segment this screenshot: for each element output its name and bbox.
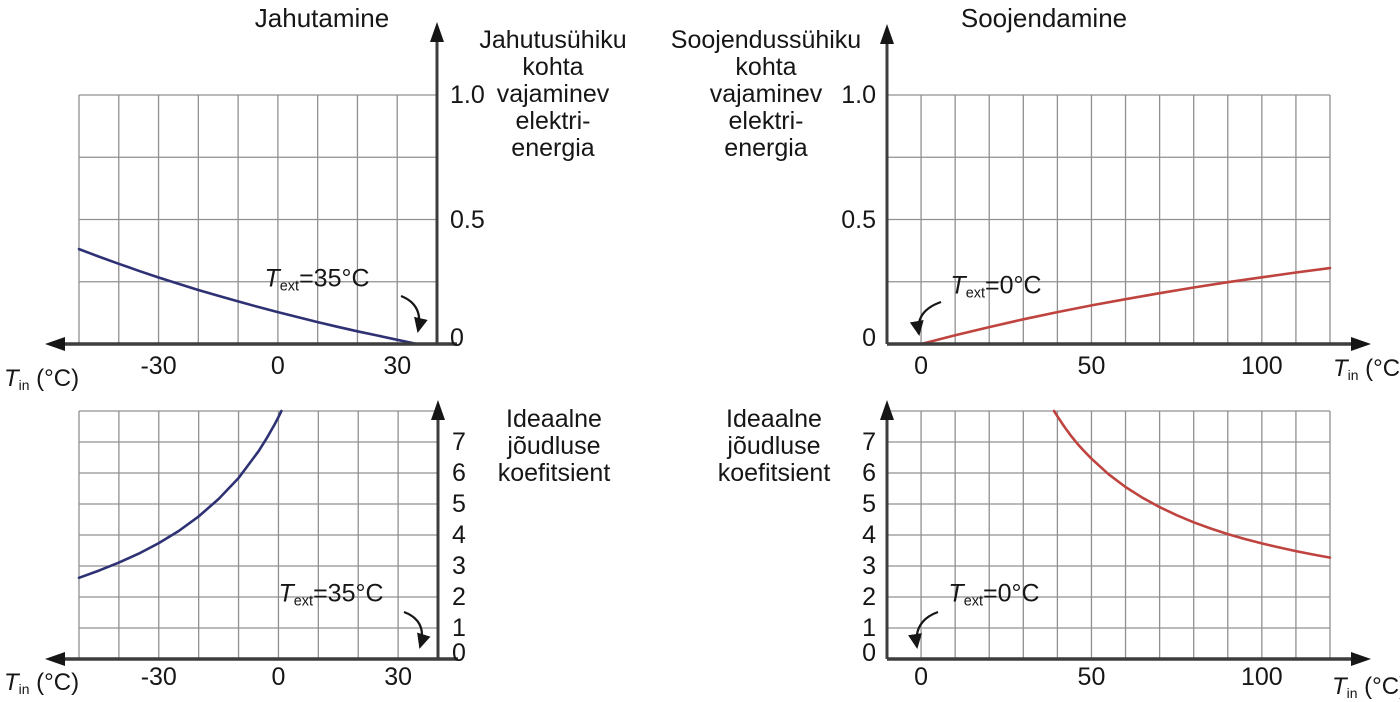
- axis-variable: T: [4, 365, 19, 392]
- heating-energy-y-axis-arrow-icon: [880, 24, 894, 44]
- heating-cop-ytick-6: 6: [862, 459, 876, 487]
- heating-energy-xtick-100: 100: [1240, 352, 1283, 380]
- heating-cop-ytick-4: 4: [862, 521, 876, 549]
- annotation-variable: T: [278, 579, 294, 608]
- cooling-cop-ytick-5: 5: [452, 490, 466, 518]
- cooling-energy-annotation-arrow-icon: [400, 294, 428, 333]
- heating-energy-annotation-arrow-icon: [909, 300, 942, 336]
- cooling-energy-xtick-30: 30: [383, 352, 412, 380]
- xaxis-label-heating-energy: Tin (°C): [1333, 356, 1400, 384]
- cooling-energy-ytick-0.5: 0.5: [450, 205, 485, 234]
- axis-unit: (°C): [29, 365, 80, 392]
- heating-cop-ytick-0: 0: [862, 639, 876, 667]
- cooling-energy-y-axis-arrow-icon: [430, 22, 444, 42]
- cooling-cop-ytick-0: 0: [452, 639, 466, 667]
- annotation-variable: T: [950, 271, 966, 300]
- cooling-cop-annotation-arrow-icon: [403, 610, 431, 649]
- annotation-heating-cop: Text=0°C: [948, 579, 1040, 612]
- annotation-subscript: ext: [293, 593, 314, 610]
- axis-variable: T: [1332, 673, 1347, 700]
- annotation-variable: T: [948, 579, 964, 608]
- heating-cop-ytick-1: 1: [862, 614, 876, 642]
- ylabel-cop-cooling: Ideaalne jõudluse koefitsient: [497, 405, 611, 487]
- xaxis-label-heating-cop: Tin (°C): [1332, 674, 1400, 702]
- ylabel-cop-heating: Ideaalne jõudluse koefitsient: [717, 405, 831, 487]
- axis-variable: T: [4, 669, 19, 696]
- annotation-subscript: ext: [965, 285, 986, 302]
- heating-cop-y-axis-arrow-icon: [880, 400, 894, 420]
- cooling-cop-xtick--30: -30: [140, 663, 177, 691]
- annotation-value: =35°C: [313, 579, 384, 608]
- axis-subscript: in: [18, 376, 30, 393]
- cooling-cop-y-axis-arrow-icon: [431, 400, 445, 420]
- ylabel-cooling-energy: Jahutusühiku kohta vajaminev elektri- en…: [479, 26, 627, 162]
- cooling-cop-ytick-1: 1: [452, 614, 466, 642]
- cooling-cop-xtick-30: 30: [384, 663, 413, 691]
- heating-cop-ytick-7: 7: [862, 428, 876, 456]
- cooling-cop-xtick-0: 0: [271, 663, 286, 691]
- axis-subscript: in: [1346, 684, 1358, 701]
- heating-cop-xtick-100: 100: [1240, 663, 1283, 691]
- axis-unit: (°C): [29, 669, 80, 696]
- cooling-energy-ytick-1.0: 1.0: [450, 81, 485, 109]
- cooling-cop-curve: [77, 409, 283, 580]
- cooling-cop-x-axis-arrow-icon: [45, 652, 65, 666]
- heating-energy-ytick-0: 0: [862, 324, 876, 352]
- axis-subscript: in: [18, 680, 30, 697]
- axis-unit: (°C): [1364, 673, 1400, 700]
- axis-unit: (°C): [1365, 355, 1400, 382]
- heating-energy-ytick-1.0: 1.0: [841, 81, 876, 109]
- annotation-value: =0°C: [983, 579, 1040, 608]
- annotation-cooling-energy: Text=35°C: [264, 264, 370, 297]
- heating-energy-xtick-0: 0: [914, 352, 929, 380]
- heating-energy-x-axis-arrow-icon: [1351, 337, 1371, 351]
- annotation-variable: T: [264, 264, 280, 293]
- heating-cop-ytick-3: 3: [862, 552, 876, 580]
- heating-energy-ytick-0.5: 0.5: [841, 205, 876, 234]
- cooling-energy-ytick-0: 0: [450, 324, 464, 352]
- axis-variable: T: [1333, 355, 1348, 382]
- heating-cop-ytick-2: 2: [862, 583, 876, 611]
- xaxis-label-cooling-energy: Tin (°C): [4, 366, 79, 394]
- cooling-energy-x-axis-arrow-icon: [45, 337, 65, 351]
- cooling-energy-xtick-0: 0: [270, 352, 285, 380]
- axis-subscript: in: [1347, 366, 1359, 383]
- annotation-subscript: ext: [963, 593, 984, 610]
- heating-cop-annotation-arrow-icon: [908, 610, 939, 649]
- cooling-cop-ytick-3: 3: [452, 552, 466, 580]
- title-soojendamine: Soojendamine: [960, 3, 1128, 33]
- heating-cop-x-axis-arrow-icon: [1351, 652, 1371, 666]
- heating-cop-xtick-50: 50: [1077, 663, 1106, 691]
- heating-energy-curve: [919, 266, 1332, 346]
- cooling-cop-ytick-7: 7: [452, 428, 466, 456]
- ylabel-heating-energy: Soojendussühiku kohta vajaminev elektri-…: [670, 26, 862, 162]
- heating-energy-xtick-50: 50: [1077, 352, 1106, 380]
- heating-cop-ytick-5: 5: [862, 490, 876, 518]
- annotation-value: =35°C: [299, 264, 370, 293]
- annotation-cooling-cop: Text=35°C: [278, 579, 384, 612]
- annotation-subscript: ext: [279, 278, 300, 295]
- annotation-value: =0°C: [985, 271, 1042, 300]
- xaxis-label-cooling-cop: Tin (°C): [4, 670, 79, 698]
- cooling-energy-curve: [77, 247, 419, 346]
- cooling-cop-ytick-6: 6: [452, 459, 466, 487]
- cooling-energy-xtick--30: -30: [140, 352, 177, 380]
- heating-cop-xtick-0: 0: [914, 663, 929, 691]
- cooling-cop-ytick-4: 4: [452, 521, 466, 549]
- heating-cop-curve: [1052, 409, 1332, 559]
- cooling-cop-ytick-2: 2: [452, 583, 466, 611]
- annotation-heating-energy: Text=0°C: [950, 271, 1042, 304]
- title-jahutamine: Jahutamine: [254, 3, 390, 33]
